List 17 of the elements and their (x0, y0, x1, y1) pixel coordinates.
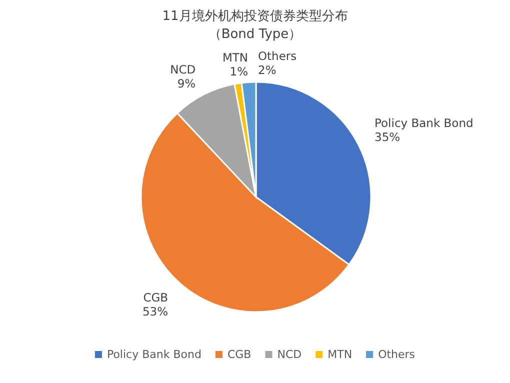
chart-title: 11月境外机构投资债券类型分布 (162, 8, 348, 24)
legend-label: CGB (227, 348, 252, 361)
chart-subtitle: （Bond Type） (208, 27, 302, 42)
slice-label: MTN (222, 50, 248, 65)
data-label: 35% (374, 130, 400, 144)
data-label: 2% (258, 63, 276, 78)
legend-label: NCD (277, 348, 302, 361)
legend-label: Others (378, 348, 416, 361)
legend-label: Policy Bank Bond (106, 348, 202, 361)
data-label: 53% (142, 304, 168, 318)
slice-label: Policy Bank Bond (374, 116, 474, 130)
slice-label: NCD (170, 62, 196, 76)
legend-label: MTN (328, 348, 352, 361)
slice-label: CGB (143, 290, 168, 304)
slice-label: Others (258, 49, 297, 64)
data-label: 9% (177, 76, 196, 90)
data-label: 1% (230, 64, 248, 79)
